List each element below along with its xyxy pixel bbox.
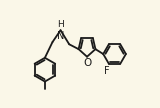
Text: N: N <box>57 31 64 41</box>
Text: O: O <box>83 58 92 68</box>
Text: H: H <box>57 20 64 29</box>
Text: F: F <box>104 66 110 76</box>
